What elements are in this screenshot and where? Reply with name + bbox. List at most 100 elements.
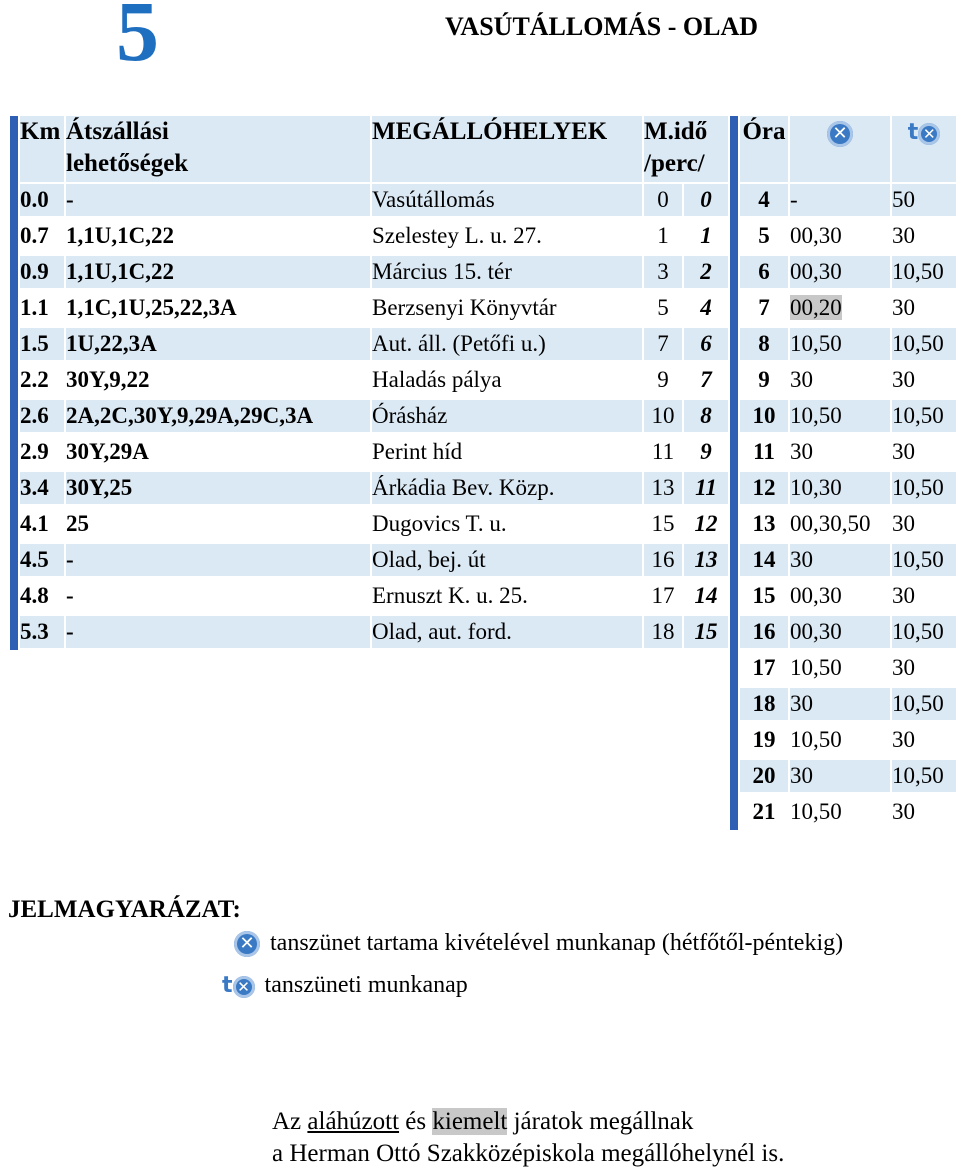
row-bar: [10, 470, 18, 506]
highlighted-departure: 00,20: [790, 295, 842, 320]
stop-transfers: 25: [66, 511, 89, 536]
stop-name: Perint híd: [372, 439, 463, 464]
stop-transfers: 1,1U,1C,22: [66, 223, 174, 248]
row-bar: [10, 542, 18, 578]
stop-name: Aut. áll. (Petőfi u.): [372, 328, 642, 360]
stop-km: 3.4: [20, 472, 64, 504]
schedule-hour: 7: [758, 295, 770, 320]
holiday-workday-icon: t ✕: [908, 120, 941, 146]
schedule-hour: 15: [752, 583, 776, 608]
row-bar: [730, 686, 738, 722]
route-number: 5: [116, 0, 159, 79]
row-bar: [730, 254, 738, 290]
stop-name: Március 15. tér: [372, 256, 642, 288]
stop-time-2: 8: [684, 400, 728, 432]
schedule-minutes-school: 30: [790, 688, 890, 720]
row-bar: [730, 578, 738, 614]
schedule-minutes-holiday: 10,50: [892, 472, 956, 504]
stop-km: 0.7: [20, 223, 49, 248]
schedule-minutes-school: 00,30: [790, 256, 890, 288]
row-bar: [730, 758, 738, 794]
schedule-minutes-holiday: 10,50: [892, 760, 956, 792]
schedule-minutes-school: 00,30: [790, 583, 842, 608]
row-bar: [10, 218, 18, 254]
schedule-hour: 10: [740, 400, 788, 432]
underlined-example: aláhúzott: [307, 1108, 400, 1135]
row-bar: [730, 614, 738, 650]
schedule-minutes-school: 00,20: [790, 292, 890, 324]
stop-km: 2.9: [20, 439, 49, 464]
schedule-minutes-holiday: 10,50: [892, 400, 956, 432]
stop-time-2: 6: [684, 328, 728, 360]
header-col2: t ✕: [892, 116, 956, 182]
stop-km: 2.6: [20, 400, 64, 432]
schedule-minutes-school: -: [790, 184, 890, 216]
row-bar: [730, 218, 738, 254]
row-bar: [730, 650, 738, 686]
schedule-minutes-school: 00,30: [790, 223, 842, 248]
stop-name: Olad, aut. ford.: [372, 616, 642, 648]
schedule-hour: 20: [740, 760, 788, 792]
schedule-hour: 6: [740, 256, 788, 288]
row-bar: [10, 578, 18, 614]
stop-transfers: 1U,22,3A: [66, 328, 370, 360]
header-hour: Óra: [740, 116, 788, 182]
row-bar: [10, 362, 18, 398]
stop-name: Dugovics T. u.: [372, 511, 507, 536]
stop-time-1: 17: [651, 583, 675, 608]
stop-transfers: 30Y,25: [66, 472, 370, 504]
header-bar-right: [730, 116, 738, 182]
stop-name: Ernuszt K. u. 25.: [372, 583, 528, 608]
row-bar: [730, 182, 738, 218]
stop-km: 0.9: [20, 256, 64, 288]
stop-km: 4.1: [20, 511, 49, 536]
schedule-hour: 9: [758, 367, 770, 392]
schedule-minutes-school: 30: [790, 544, 890, 576]
stop-time-2: 7: [700, 367, 712, 392]
schedule-minutes-school: 10,50: [790, 400, 890, 432]
row-bar: [730, 470, 738, 506]
row-bar: [10, 182, 18, 218]
stop-time-2: 2: [684, 256, 728, 288]
schedule-hour: 4: [740, 184, 788, 216]
row-bar: [730, 794, 738, 830]
highlighted-example: kiemelt: [432, 1108, 508, 1135]
row-bar: [730, 434, 738, 470]
row-bar: [10, 326, 18, 362]
stop-transfers: 1,1C,1U,25,22,3A: [66, 295, 237, 320]
stop-time-1: 5: [657, 295, 669, 320]
stop-transfers: 2A,2C,30Y,9,29A,29C,3A: [66, 400, 370, 432]
schedule-minutes-school: 10,50: [790, 727, 842, 752]
header-transfers: Átszállási lehetőségek: [66, 116, 370, 182]
schedule-hour: 13: [752, 511, 776, 536]
stop-time-2: 12: [694, 511, 718, 536]
row-bar: [10, 506, 18, 542]
stop-time-2: 9: [700, 439, 712, 464]
row-bar: [730, 506, 738, 542]
schedule-hour: 11: [753, 439, 775, 464]
stop-name: Vasútállomás: [372, 184, 642, 216]
row-bar: [10, 398, 18, 434]
stop-time-1: 13: [644, 472, 682, 504]
legend-item-1: ✕ tanszünet tartama kivételével munkanap…: [234, 930, 843, 957]
header-col1: ✕: [790, 116, 890, 182]
stop-km: 1.5: [20, 328, 64, 360]
schedule-minutes-holiday: 10,50: [892, 616, 956, 648]
stop-name: Olad, bej. út: [372, 544, 642, 576]
schedule-hour: 14: [740, 544, 788, 576]
school-workday-icon: ✕: [234, 930, 260, 957]
schedule-minutes-school: 10,30: [790, 472, 890, 504]
row-bar: [730, 542, 738, 578]
stop-time-1: 16: [644, 544, 682, 576]
stop-time-1: 15: [651, 511, 675, 536]
stop-transfers: -: [66, 616, 370, 648]
header-stops: MEGÁLLÓHELYEK: [372, 116, 642, 182]
row-bar: [730, 326, 738, 362]
stop-km: 0.0: [20, 184, 64, 216]
stop-name: Szelestey L. u. 27.: [372, 223, 542, 248]
schedule-hour: 12: [740, 472, 788, 504]
stop-transfers: 30Y,9,22: [66, 367, 150, 392]
stop-name: Haladás pálya: [372, 367, 502, 392]
row-bar: [10, 254, 18, 290]
schedule-minutes-holiday: 30: [892, 799, 915, 824]
